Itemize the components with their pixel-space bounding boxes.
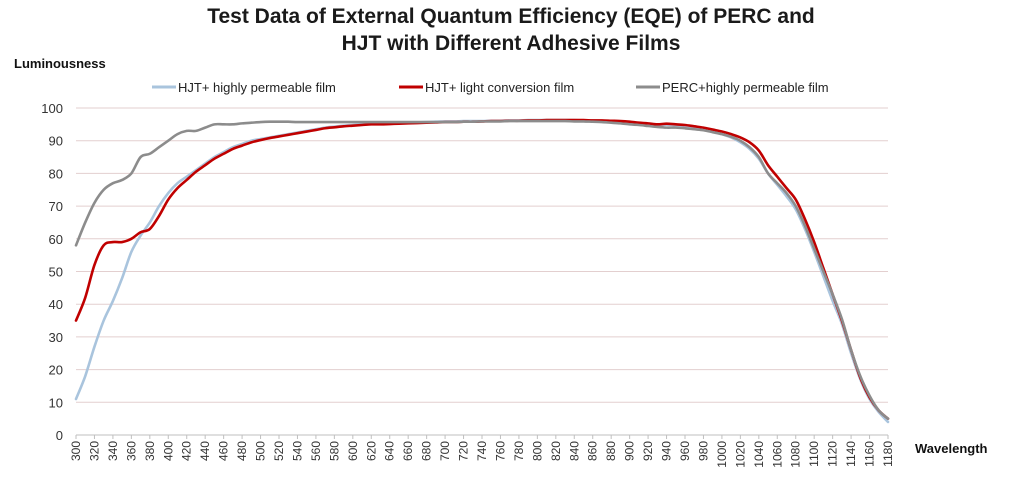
- series-line-hjt-highly-permeable: [74, 118, 890, 424]
- x-tick-label: 1080: [789, 441, 803, 468]
- chart-title-line-2: HJT with Different Adhesive Films: [342, 32, 681, 55]
- x-tick-label: 720: [457, 441, 471, 461]
- y-tick-label: 70: [49, 199, 63, 214]
- x-tick-label: 440: [198, 441, 212, 461]
- y-tick-label: 50: [49, 265, 63, 280]
- y-tick-label: 20: [49, 363, 63, 378]
- x-tick-label: 1100: [807, 441, 821, 467]
- legend-label-perc-highly-permeable: PERC+highly permeable film: [662, 80, 829, 95]
- y-tick-label: 100: [41, 101, 63, 116]
- legend-label-hjt-light-conversion: HJT+ light conversion film: [425, 80, 574, 95]
- x-tick-label: 580: [327, 441, 341, 461]
- x-tick-label: 760: [493, 441, 507, 461]
- x-tick-label: 1060: [770, 441, 784, 468]
- x-tick-label: 1000: [715, 441, 729, 468]
- x-tick-label: 780: [512, 441, 526, 461]
- x-tick-label: 360: [124, 441, 138, 461]
- series-line-perc-highly-permeable: [74, 119, 890, 420]
- y-tick-label: 10: [49, 395, 63, 410]
- y-tick-label: 80: [49, 166, 63, 181]
- y-tick-label: 90: [49, 134, 63, 149]
- legend-label-hjt-highly-permeable: HJT+ highly permeable film: [178, 80, 336, 95]
- x-tick-label: 960: [678, 441, 692, 461]
- chart-title-line-1: Test Data of External Quantum Efficiency…: [207, 5, 815, 28]
- y-tick-label: 40: [49, 297, 63, 312]
- x-tick-label: 400: [161, 441, 175, 461]
- x-tick-label: 640: [383, 441, 397, 461]
- x-tick-label: 340: [106, 441, 120, 461]
- x-tick-label: 1180: [881, 441, 895, 467]
- x-tick-label: 540: [290, 441, 304, 461]
- x-tick-label: 840: [567, 441, 581, 461]
- legend: HJT+ highly permeable film HJT+ light con…: [152, 80, 829, 95]
- y-tick-label: 60: [49, 232, 63, 247]
- x-tick-label: 660: [401, 441, 415, 461]
- x-tick-label: 520: [272, 441, 286, 461]
- x-tick-label: 420: [180, 441, 194, 461]
- x-tick-label: 480: [235, 441, 249, 461]
- x-axis-title: Wavelength: [915, 441, 988, 456]
- x-tick-label: 600: [346, 441, 360, 461]
- x-tick-label: 500: [254, 441, 268, 461]
- x-tick-label: 1120: [826, 441, 840, 467]
- x-tick-label: 980: [696, 441, 710, 461]
- x-tick-label: 740: [475, 441, 489, 461]
- x-tick-label: 320: [87, 441, 101, 461]
- x-tick-label: 860: [586, 441, 600, 461]
- x-tick-label: 1160: [863, 441, 877, 467]
- y-axis-title: Luminousness: [14, 56, 106, 71]
- series-lines: [74, 118, 890, 424]
- x-tick-label: 940: [660, 441, 674, 461]
- x-tick-label: 800: [530, 441, 544, 461]
- x-tick-label: 680: [420, 441, 434, 461]
- x-tick-label: 460: [217, 441, 231, 461]
- x-tick-label: 920: [641, 441, 655, 461]
- x-tick-label: 1140: [844, 441, 858, 467]
- x-tick-label: 300: [69, 441, 83, 461]
- x-tick-label: 900: [623, 441, 637, 461]
- x-tick-label: 560: [309, 441, 323, 461]
- x-tick-label: 620: [364, 441, 378, 461]
- y-tick-label: 0: [56, 428, 63, 443]
- x-tick-label: 380: [143, 441, 157, 461]
- x-tick-label: 880: [604, 441, 618, 461]
- x-tick-label: 820: [549, 441, 563, 461]
- gridlines: [76, 107, 888, 436]
- x-tick-label: 700: [438, 441, 452, 461]
- x-tick-label: 1020: [733, 441, 747, 468]
- x-tick-label: 1040: [752, 441, 766, 468]
- y-tick-label: 30: [49, 330, 63, 345]
- series-line-hjt-light-conversion: [74, 118, 890, 420]
